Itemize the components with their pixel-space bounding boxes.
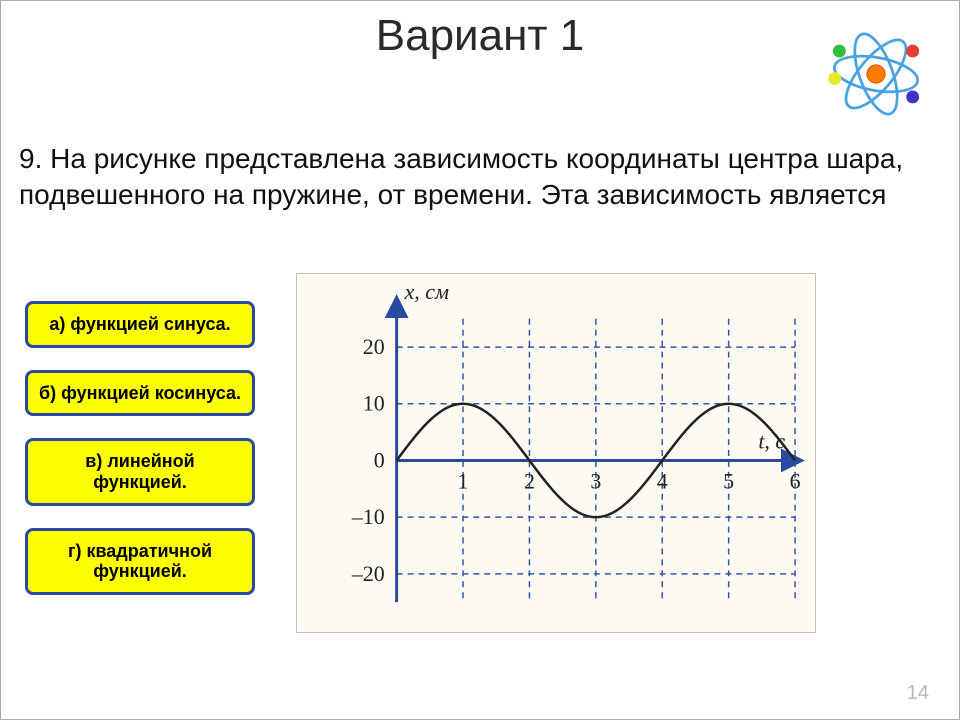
answer-d-button[interactable]: г) квадратичной функцией. [25,528,255,595]
question-text: 9. На рисунке представлена зависимость к… [19,141,941,214]
svg-text:10: 10 [363,391,385,416]
svg-text:0: 0 [374,447,385,472]
answer-a-button[interactable]: а) функцией синуса. [25,301,255,348]
page-title: Вариант 1 [1,11,959,61]
answer-b-button[interactable]: б) функцией косинуса. [25,370,255,417]
answers-group: а) функцией синуса. б) функцией косинуса… [25,301,255,595]
dependence-chart: –20–1001020123456x, смt, с [296,273,816,633]
svg-text:4: 4 [657,468,668,493]
answer-c-button[interactable]: в) линейной функцией. [25,438,255,505]
slide: Вариант 1 9. На рисунке представлена зав… [0,0,960,720]
svg-text:3: 3 [590,468,601,493]
svg-text:20: 20 [363,334,385,359]
svg-text:6: 6 [790,468,801,493]
svg-text:2: 2 [524,468,535,493]
svg-text:x, см: x, см [404,279,449,304]
svg-text:5: 5 [723,468,734,493]
svg-text:–10: –10 [351,504,385,529]
page-number: 14 [907,682,929,705]
atom-icon [821,19,931,129]
svg-text:–20: –20 [351,561,385,586]
svg-text:1: 1 [458,468,469,493]
